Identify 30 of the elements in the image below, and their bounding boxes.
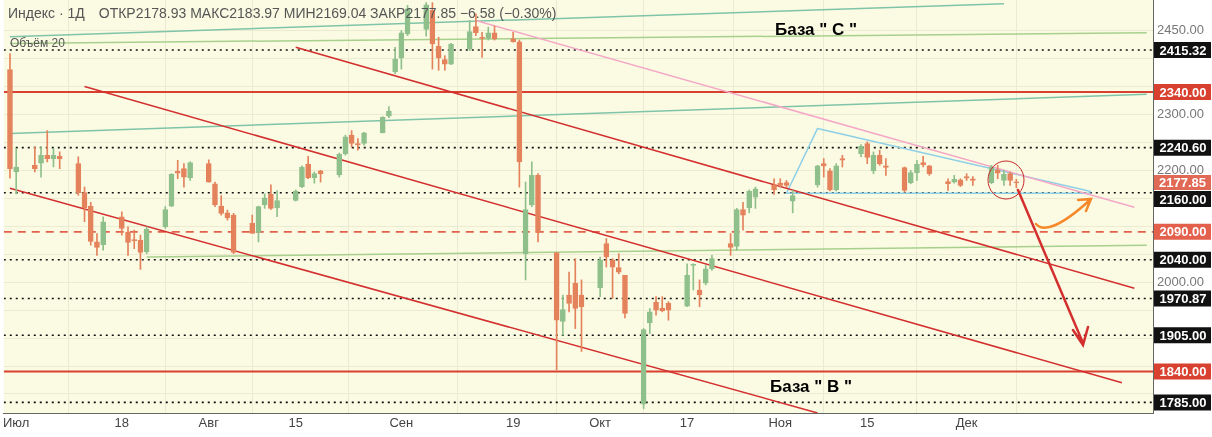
- y-tick-label: 2200.00: [1157, 161, 1204, 177]
- ref-line-label: 2240.60: [1159, 140, 1207, 156]
- x-tick-label: Ноя: [768, 415, 793, 431]
- x-tick-label: 18: [114, 415, 130, 431]
- annotation: Объём 20: [10, 36, 65, 50]
- x-tick-label: 15: [288, 415, 303, 431]
- ref-line-label: 1970.87: [1159, 291, 1207, 307]
- ref-line-label: 1840.00: [1159, 364, 1207, 380]
- y-tick-label: 2000.00: [1157, 273, 1204, 289]
- x-tick-label: 19: [505, 415, 521, 431]
- ref-line-label: 2040.00: [1159, 252, 1207, 268]
- x-tick-label: Дек: [955, 415, 978, 431]
- text: 2177.85: [1154, 175, 1211, 190]
- ref-line-label: 2160.00: [1159, 191, 1207, 207]
- chart-title: Индекс · 1Д: [8, 5, 85, 21]
- x-tick-label: 17: [679, 415, 695, 431]
- x-tick-label: Июл: [2, 415, 30, 431]
- ref-line-label: 2340.00: [1159, 84, 1207, 100]
- ref-line-label: 1905.00: [1159, 327, 1207, 343]
- x-tick-label: Окт: [589, 415, 612, 431]
- y-tick-label: 2300.00: [1157, 106, 1204, 121]
- ref-line-label: 1785.00: [1159, 394, 1207, 410]
- y-tick-label: 2450.00: [1157, 22, 1204, 38]
- x-tick-label: Авг: [198, 415, 220, 431]
- x-tick-label: 15: [860, 415, 875, 431]
- annotation: База " С ": [775, 20, 858, 40]
- annotation: База " В ": [770, 377, 853, 397]
- ref-line-label: 2415.32: [1159, 42, 1207, 58]
- ref-line-label: 2090.00: [1159, 224, 1207, 240]
- x-tick-label: Сен: [389, 415, 414, 431]
